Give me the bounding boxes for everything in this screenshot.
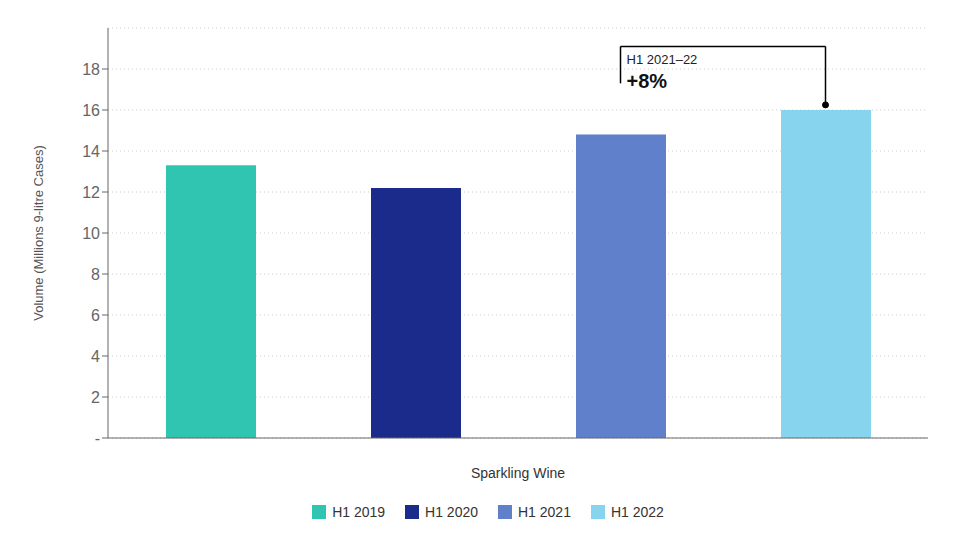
svg-text:8: 8 [91, 266, 100, 283]
svg-text:+8%: +8% [627, 70, 668, 92]
svg-text:Sparkling Wine: Sparkling Wine [471, 465, 565, 481]
svg-text:14: 14 [82, 143, 100, 160]
svg-text:2: 2 [91, 389, 100, 406]
html-text:H1 2019: H1 2019 [332, 504, 386, 520]
svg-text:6: 6 [91, 307, 100, 324]
svg-text:12: 12 [82, 184, 100, 201]
html-text:H1 2021: H1 2021 [518, 504, 571, 520]
html-text:H1 2022: H1 2022 [610, 504, 664, 520]
svg-text:18: 18 [82, 61, 100, 78]
svg-text:H1 2021–22: H1 2021–22 [627, 52, 698, 67]
svg-text:16: 16 [82, 102, 100, 119]
html-text:H1 2020: H1 2020 [425, 504, 478, 520]
svg-text:4: 4 [91, 348, 100, 365]
svg-text:Volume (Millions 9-litre Cases: Volume (Millions 9-litre Cases) [31, 145, 46, 321]
svg-text:10: 10 [82, 225, 100, 242]
svg-text:-: - [95, 430, 100, 447]
